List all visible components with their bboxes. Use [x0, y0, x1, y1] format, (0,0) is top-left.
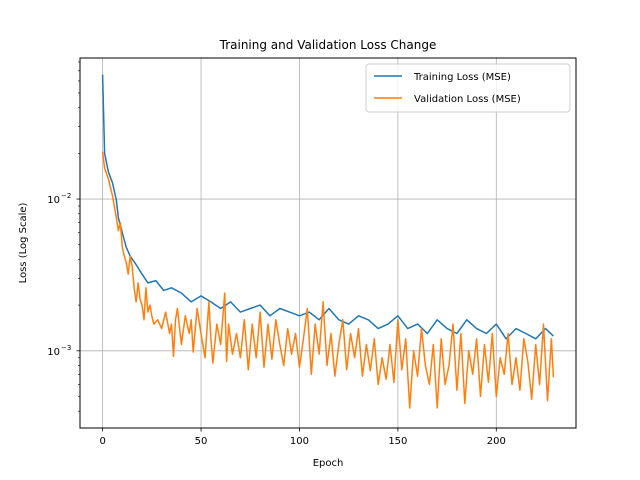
x-tick-label: 0 — [99, 436, 105, 447]
gridlines — [80, 58, 576, 428]
x-tick-label: 100 — [290, 436, 309, 447]
y-tick-label: 10 — [47, 347, 60, 358]
y-axis-title: Loss (Log Scale) — [18, 202, 29, 283]
y-tick-label: 10 — [47, 195, 60, 206]
x-tick-label: 150 — [388, 436, 407, 447]
y-tick-exponent: −2 — [61, 192, 71, 200]
series-line-validation — [101, 151, 555, 409]
y-tick-exponent: −3 — [61, 344, 71, 352]
legend: Training Loss (MSE) Validation Loss (MSE) — [365, 63, 571, 113]
x-tick-label: 50 — [195, 436, 208, 447]
series-line-training — [101, 74, 554, 340]
x-tick-label: 200 — [487, 436, 506, 447]
x-axis-title: Epoch — [313, 458, 344, 469]
legend-label: Training Loss (MSE) — [413, 72, 511, 83]
legend-box — [365, 63, 571, 113]
series-lines — [101, 74, 555, 409]
chart-title: Training and Validation Loss Change — [219, 38, 437, 52]
legend-label: Validation Loss (MSE) — [414, 94, 521, 105]
plot-frame — [79, 57, 577, 429]
